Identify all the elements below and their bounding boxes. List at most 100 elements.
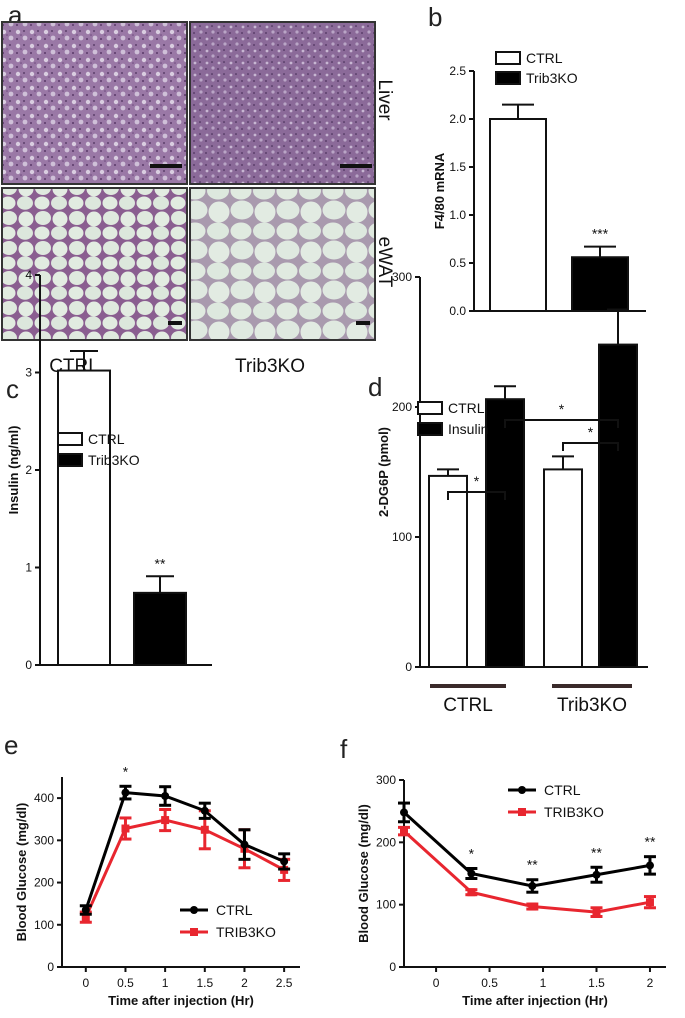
- data-point: [121, 824, 130, 833]
- legend-swatch: [495, 71, 521, 85]
- legend-marker: [190, 906, 198, 914]
- y-axis-label: F4/80 mRNA: [432, 152, 447, 229]
- data-point: [81, 913, 90, 922]
- y-tick-label: 300: [392, 270, 412, 284]
- y-axis-label: Insulin (ng/ml): [6, 426, 21, 515]
- legend-label: TRIB3KO: [544, 804, 604, 820]
- y-tick-label: 2.0: [449, 112, 466, 126]
- y-tick-label: 1.0: [449, 208, 466, 222]
- legend-label: CTRL: [448, 400, 485, 416]
- y-tick-label: 2.5: [449, 64, 466, 78]
- y-tick-label: 300: [34, 833, 54, 847]
- x-tick-label: 1: [540, 976, 547, 990]
- legend-label: Trib3KO: [526, 70, 578, 86]
- y-tick-label: 200: [376, 835, 396, 849]
- bar: [57, 369, 111, 666]
- y-tick-label: 100: [392, 530, 412, 544]
- y-tick-label: 0.5: [449, 256, 466, 270]
- panel-label-e: e: [4, 730, 18, 760]
- bar: [485, 398, 525, 668]
- x-tick-label: 0.5: [117, 976, 134, 990]
- significance-label: *: [469, 846, 475, 862]
- data-point: [467, 869, 476, 878]
- legend-swatch: [57, 432, 83, 446]
- y-tick-label: 2: [25, 463, 32, 477]
- data-point: [200, 825, 209, 834]
- panel-label-b: b: [428, 2, 442, 32]
- data-point: [200, 806, 209, 815]
- y-tick-label: 4: [25, 268, 32, 282]
- panel-label-f: f: [340, 734, 348, 764]
- y-tick-label: 1.5: [449, 160, 466, 174]
- histology-ewat-trib3ko: [189, 187, 376, 341]
- histology-liver-trib3ko: [189, 21, 376, 185]
- y-tick-label: 0: [405, 660, 412, 674]
- legend-label: CTRL: [216, 902, 253, 918]
- y-tick-label: 0.0: [449, 304, 466, 318]
- x-tick-label: 1.5: [196, 976, 213, 990]
- data-point: [240, 840, 249, 849]
- histology-liver-ctrl: [1, 21, 188, 185]
- group-label: CTRL: [443, 695, 493, 716]
- significance-bracket: [562, 442, 619, 451]
- significance-label: **: [527, 857, 538, 873]
- significance-label: *: [588, 424, 594, 440]
- data-point: [81, 906, 90, 914]
- legend-label: Insulin: [448, 421, 488, 437]
- group-label: Trib3KO: [557, 695, 627, 716]
- significance-bracket: [504, 419, 619, 428]
- y-axis-label: Blood Glucose (mg/dl): [356, 804, 371, 943]
- legend-marker: [518, 786, 526, 794]
- significance-label: **: [155, 555, 166, 571]
- y-tick-label: 0: [47, 960, 54, 974]
- data-point: [121, 788, 130, 797]
- series-line: [402, 811, 651, 888]
- col-label-trib3ko: Trib3KO: [235, 356, 305, 377]
- data-point: [467, 888, 476, 897]
- y-tick-label: 100: [34, 918, 54, 932]
- x-tick-label: 0.5: [481, 976, 498, 990]
- x-axis-label: Time after injection (Hr): [462, 993, 608, 1008]
- y-tick-label: 300: [376, 773, 396, 787]
- series-line: [84, 791, 285, 911]
- legend-label: Trib3KO: [88, 452, 140, 468]
- data-point: [161, 816, 170, 825]
- legend-swatch: [417, 401, 443, 415]
- y-tick-label: 1: [25, 561, 32, 575]
- x-tick-label: 0: [433, 976, 440, 990]
- significance-label: ***: [592, 226, 609, 242]
- panel-label-d: d: [368, 372, 382, 402]
- legend-label: CTRL: [526, 50, 563, 66]
- data-point: [645, 898, 654, 907]
- x-tick-label: 2: [241, 976, 248, 990]
- significance-bracket: [447, 491, 506, 500]
- data-point: [400, 827, 408, 836]
- y-axis-label: 2-DG6P (pmol): [376, 427, 391, 517]
- x-tick-label: 2.5: [276, 976, 293, 990]
- legend-swatch: [495, 51, 521, 65]
- data-point: [161, 792, 170, 800]
- significance-label: **: [591, 844, 602, 860]
- bar: [598, 343, 638, 668]
- y-tick-label: 0: [25, 658, 32, 672]
- data-point: [528, 902, 537, 911]
- bar: [543, 468, 583, 668]
- y-axis-label: Blood Glucose (mg/dl): [14, 803, 29, 942]
- y-tick-label: 200: [392, 400, 412, 414]
- x-tick-label: 2: [647, 976, 654, 990]
- x-tick-label: 0: [82, 976, 89, 990]
- legend-swatch: [417, 422, 443, 436]
- significance-label: *: [123, 763, 129, 779]
- row-label-ewat: eWAT: [374, 237, 395, 288]
- data-point: [528, 881, 537, 890]
- bar: [489, 118, 547, 312]
- y-tick-label: 200: [34, 876, 54, 890]
- y-tick-label: 0: [389, 960, 396, 974]
- row-label-liver: Liver: [374, 79, 395, 121]
- charts-layer: 0.00.51.01.52.02.5F4/80 mRNA***CTRLTrib3…: [6, 50, 666, 1008]
- data-point: [280, 857, 289, 866]
- data-point: [592, 908, 601, 917]
- legend-swatch: [57, 453, 83, 467]
- legend-label: CTRL: [88, 431, 125, 447]
